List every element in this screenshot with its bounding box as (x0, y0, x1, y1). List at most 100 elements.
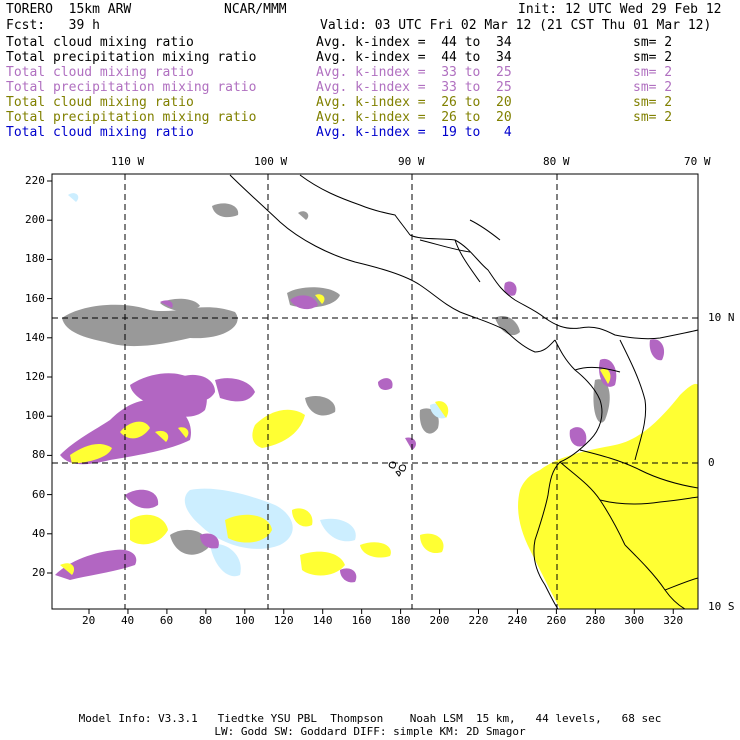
legend-smoothing: sm= 2 (633, 35, 673, 50)
coastline (299, 174, 411, 236)
precip-region (649, 339, 665, 361)
precip-region-yellow (60, 563, 75, 575)
y-grid-label: 20 (32, 566, 46, 579)
coastline (229, 174, 556, 353)
precip-region-yellow (435, 401, 449, 418)
x-grid-label: 40 (120, 614, 135, 627)
legend-smoothing: sm= 2 (633, 65, 673, 80)
precip-region (55, 549, 137, 580)
legend-row: Total cloud mixing ratio Avg. k-index = 1… (6, 125, 706, 140)
legend-smoothing: sm= 2 (633, 110, 673, 125)
precip-region (340, 568, 357, 583)
init-time: Init: 12 UTC Wed 29 Feb 12 (518, 2, 722, 17)
latitude-label: 0 (708, 456, 715, 469)
precip-region (504, 281, 517, 296)
coastline (388, 461, 397, 469)
legend-smoothing: sm= 2 (633, 50, 673, 65)
longitude-label: 110 W (111, 155, 145, 168)
legend-kindex: Avg. k-index = 33 to 25 (316, 65, 512, 80)
precip-region-yellow (518, 383, 698, 609)
lat-lon-grid (52, 174, 698, 609)
y-grid-label: 160 (25, 291, 45, 305)
x-grid-label: 240 (507, 614, 528, 627)
axis-ticks (47, 180, 674, 614)
longitude-label: 70 W (684, 155, 711, 168)
model-info-line2: LW: Godd SW: Goddard DIFF: simple KM: 2D… (214, 725, 526, 738)
legend-kindex: Avg. k-index = 26 to 20 (316, 110, 512, 125)
precip-region (378, 378, 393, 390)
coastline (574, 366, 621, 373)
coastline (469, 219, 501, 241)
coastline (398, 464, 407, 472)
legend-row: Total cloud mixing ratio Avg. k-index = 3… (6, 65, 706, 80)
legend-label: Total cloud mixing ratio (6, 95, 194, 110)
legend-label: Total cloud mixing ratio (6, 35, 194, 50)
precip-region-yellow (130, 514, 168, 545)
thin-cloud-region (320, 518, 356, 542)
legend-row: Total cloud mixing ratio Avg. k-index = 2… (6, 95, 706, 110)
precip-region (215, 378, 255, 402)
precip-region (125, 489, 159, 509)
thin-cloud-region (68, 193, 79, 202)
model-info-line1: Model Info: V3.3.1 Tiedtke YSU PBL Thomp… (78, 712, 662, 725)
x-grid-label: 200 (429, 614, 450, 627)
coastline (664, 577, 698, 591)
legend-kindex: Avg. k-index = 44 to 34 (316, 50, 512, 65)
legend-row: Total precipitation mixing ratio Avg. k-i… (6, 50, 706, 65)
x-grid-label: 280 (585, 614, 606, 627)
legend-row: Total cloud mixing ratio Avg. k-index = 4… (6, 35, 706, 50)
cloud-region (170, 529, 209, 555)
precip-region-yellow (120, 421, 150, 439)
longitude-label: 90 W (398, 155, 425, 168)
coastlines (229, 174, 698, 609)
cloud-region (212, 203, 239, 218)
x-grid-label: 260 (546, 614, 567, 627)
precip-region-yellow (292, 508, 313, 527)
x-grid-label: 100 (234, 614, 255, 627)
precip-region-yellow (178, 427, 189, 438)
coastline (579, 449, 698, 489)
y-grid-label: 100 (25, 409, 45, 423)
valid-time: Valid: 03 UTC Fri 02 Mar 12 (21 CST Thu … (320, 18, 712, 33)
y-grid-label: 200 (25, 213, 45, 227)
legend-label: Total precipitation mixing ratio (6, 50, 257, 65)
legend-label: Total precipitation mixing ratio (6, 80, 257, 95)
precip-region-yellow (600, 368, 611, 384)
legend-label: Total cloud mixing ratio (6, 125, 194, 140)
x-grid-label: 300 (624, 614, 645, 627)
x-grid-label: 160 (351, 614, 372, 627)
y-grid-label: 80 (32, 448, 46, 462)
coastline (409, 234, 546, 319)
map-frame (51, 173, 699, 610)
x-grid-label: 60 (159, 614, 174, 627)
cloud-region (593, 379, 610, 423)
cloud-region (305, 395, 336, 416)
precip-region (569, 427, 587, 447)
y-grid-label: 180 (25, 252, 45, 266)
precip-region-yellow (420, 533, 444, 554)
cloud-region (62, 304, 238, 347)
y-grid-label: 120 (25, 370, 45, 383)
x-grid-label: 120 (273, 614, 294, 627)
y-grid-label: 40 (32, 526, 46, 540)
cloud-region (298, 211, 309, 220)
precip-region-yellow (70, 444, 112, 464)
precip-region-yellow (300, 551, 345, 576)
precip-region-yellow (315, 294, 325, 304)
x-grid-label: 180 (390, 614, 411, 627)
x-grid-label: 20 (82, 614, 96, 627)
precip-region (290, 295, 318, 310)
precip-region-yellow (155, 430, 169, 442)
longitude-label: 80 W (543, 155, 570, 168)
coastline (395, 470, 401, 477)
x-grid-label: 80 (198, 614, 213, 627)
precip-region-yellow (252, 409, 305, 448)
y-grid-label: 140 (25, 330, 45, 344)
legend-kindex: Avg. k-index = 19 to 4 (316, 125, 512, 140)
x-grid-label: 220 (468, 614, 489, 627)
coastline (544, 317, 698, 340)
longitude-label: 100 W (254, 155, 288, 168)
legend-kindex: Avg. k-index = 44 to 34 (316, 35, 512, 50)
model-title: TORERO 15km ARW (6, 2, 132, 17)
y-grid-label: 60 (32, 487, 46, 501)
